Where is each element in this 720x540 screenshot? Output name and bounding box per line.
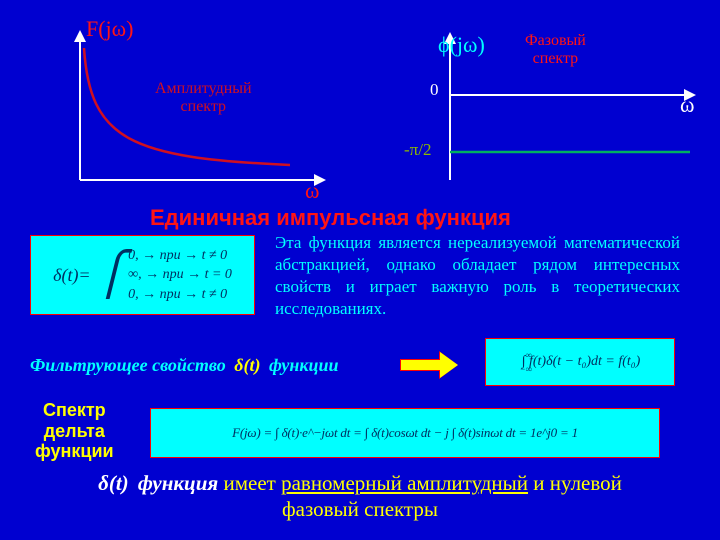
minus-pi-over-2-label: -π/2 [404, 140, 431, 160]
x-axis-label-right: ω [680, 92, 694, 118]
amplitude-caption: Амплитудный спектр [155, 80, 252, 116]
zero-label: 0 [430, 80, 439, 100]
delta-row: ∞, → npu → t = 0 [128, 265, 232, 285]
phase-caption: Фазовый спектр [525, 32, 586, 68]
delta-row: 0, → npu → t ≠ 0 [128, 285, 232, 305]
filter-suffix: функции [269, 355, 339, 375]
fourier-expr: F(jω) = ∫ δ(t)·e^−jωt dt = ∫ δ(t)cosωt d… [232, 425, 578, 441]
integral-expr: ∫ f(t)δ(t − t₀)dt = f(t₀) [522, 354, 641, 370]
delta-prefix: δ(t)= [53, 265, 91, 286]
filtering-property-line: Фильтрующее свойство δ(t) функции [30, 355, 339, 376]
bottom-summary: δ(t) функция имеет равномерный амплитудн… [40, 470, 680, 523]
filter-prefix: Фильтрующее свойство [30, 355, 226, 375]
arrow-icon [400, 355, 460, 375]
bottom-func: функция [138, 471, 218, 495]
description-paragraph: Эта функция является нереализуемой матем… [275, 232, 680, 320]
bottom-underline: равномерный амплитудный [281, 471, 528, 495]
bottom-tail1: и нулевой [528, 471, 622, 495]
amplitude-spectrum-graph: F(jω) ω Амплитудный спектр [60, 30, 340, 210]
x-axis-label-left: ω [305, 178, 319, 204]
delta-definition-box: δ(t)= ⎧ 0, → npu → t ≠ 0 ∞, → npu → t = … [30, 235, 255, 315]
bottom-mid: имеет [223, 471, 281, 495]
delta-row: 0, → npu → t ≠ 0 [128, 246, 232, 266]
spectrum-delta-label: Спектр дельта функции [35, 400, 114, 462]
bottom-tail2: фазовый спектры [282, 497, 438, 521]
fourier-formula-box: F(jω) = ∫ δ(t)·e^−jωt dt = ∫ δ(t)cosωt d… [150, 408, 660, 458]
heading-unit-impulse: Единичная импульсная функция [150, 205, 511, 231]
bottom-delta: δ(t) [98, 471, 129, 495]
y-axis-label-left: F(jω) [86, 16, 133, 42]
phase-spectrum-graph: ϕ(jω) ω Фазовый спектр 0 -π/2 [390, 30, 700, 190]
filter-delta: δ(t) [234, 355, 260, 375]
y-axis-label-right: ϕ(jω) [438, 32, 485, 58]
sifting-integral-box: ∞ −∞ ∫ f(t)δ(t − t₀)dt = f(t₀) [485, 338, 675, 386]
